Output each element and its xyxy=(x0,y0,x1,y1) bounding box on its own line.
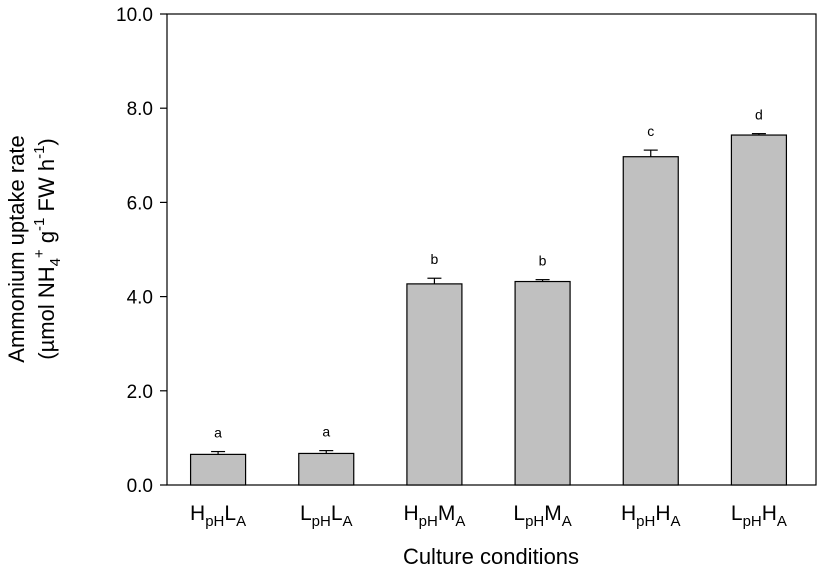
y-tick-label: 0.0 xyxy=(127,476,153,497)
y-axis-title-line1: Ammonium uptake rate xyxy=(4,135,29,362)
bar xyxy=(514,280,571,486)
x-tick-label: HpHHA xyxy=(621,502,681,530)
x-axis: HpHLA LpHLA HpHMA LpHMA HpHHA LpHHA xyxy=(190,502,787,530)
bars: a a b b c d xyxy=(189,107,788,486)
y-tick-label: 8.0 xyxy=(127,99,153,120)
significance-label: c xyxy=(647,123,654,139)
bar xyxy=(406,283,463,486)
significance-label: b xyxy=(539,253,547,269)
x-tick-label: HpHMA xyxy=(403,502,465,530)
y-axis-title-line2: (µmol NH4+ g-1 FW h-1) xyxy=(31,138,64,360)
bar xyxy=(189,453,247,486)
y-tick-label: 2.0 xyxy=(127,382,153,403)
plot-frame xyxy=(166,13,817,486)
y-axis: 0.0 2.0 4.0 6.0 8.0 10.0 xyxy=(116,5,167,497)
significance-label: b xyxy=(431,251,439,267)
y-tick-label: 4.0 xyxy=(127,288,153,309)
significance-label: d xyxy=(755,107,763,123)
y-tick-label: 6.0 xyxy=(127,193,153,214)
y-tick-label: 10.0 xyxy=(116,5,153,26)
x-tick-label: HpHLA xyxy=(190,502,246,530)
significance-label: a xyxy=(214,425,222,441)
x-axis-title: Culture conditions xyxy=(403,544,579,569)
x-tick-label: LpHHA xyxy=(731,502,787,530)
bar xyxy=(622,156,679,486)
bar xyxy=(730,134,788,486)
x-tick-label: LpHLA xyxy=(300,502,353,530)
significance-label: a xyxy=(322,424,330,440)
y-axis-title: Ammonium uptake rate (µmol NH4+ g-1 FW h… xyxy=(4,135,64,362)
x-tick-label: LpHMA xyxy=(513,502,571,530)
bar xyxy=(298,452,355,486)
